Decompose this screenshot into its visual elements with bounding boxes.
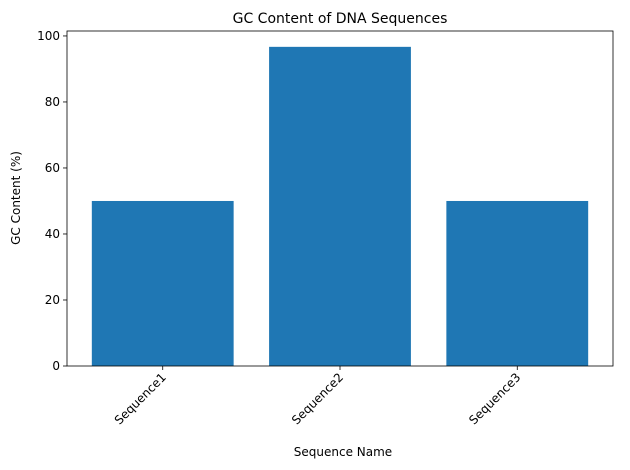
x-axis-label: Sequence Name <box>294 445 392 459</box>
y-tick-label: 100 <box>37 29 60 43</box>
bar <box>446 200 589 366</box>
y-tick-label: 40 <box>45 227 60 241</box>
y-axis-label: GC Content (%) <box>9 151 23 245</box>
y-tick-label: 0 <box>52 359 60 373</box>
y-tick-label: 20 <box>45 293 60 307</box>
y-tick-label: 80 <box>45 95 60 109</box>
bar <box>91 200 234 366</box>
x-tick-label: Sequence2 <box>289 370 346 427</box>
y-tick-label: 60 <box>45 161 60 175</box>
x-tick-label: Sequence1 <box>112 370 169 427</box>
bar <box>269 46 411 366</box>
x-tick-label: Sequence3 <box>466 370 523 427</box>
plot-frame <box>66 30 614 367</box>
chart-title: GC Content of DNA Sequences <box>233 11 448 27</box>
